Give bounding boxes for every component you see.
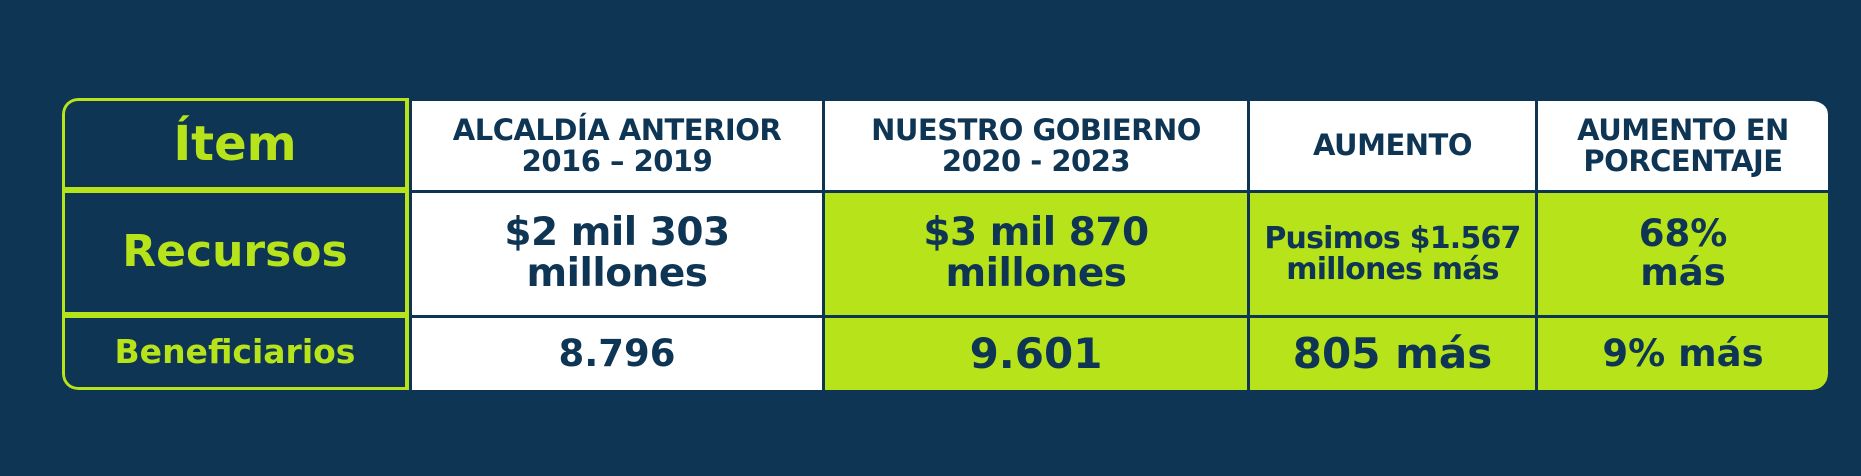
comparison-table: Ítem ALCALDÍA ANTERIOR 2016 – 2019 NUEST… [62,98,1828,390]
recursos-increase: Pusimos $1.567 millones más [1247,190,1535,315]
recursos-increase-line1: Pusimos $1.567 [1264,220,1521,256]
recursos-percent-line2: más [1640,251,1726,294]
row-label-recursos: Recursos [62,190,409,315]
recursos-current-line1: $3 mil 870 [923,210,1149,256]
header-increase-label: AUMENTO [1313,128,1472,163]
comparison-grid: Ítem ALCALDÍA ANTERIOR 2016 – 2019 NUEST… [62,98,1828,390]
header-previous: ALCALDÍA ANTERIOR 2016 – 2019 [409,98,822,190]
beneficiarios-current-value: 9.601 [969,328,1103,378]
beneficiarios-current: 9.601 [822,315,1247,390]
header-percent-line2: PORCENTAJE [1583,143,1783,178]
recursos-percent-line1: 68% [1638,212,1728,256]
recursos-increase-line2: millones más [1286,252,1499,287]
recursos-current: $3 mil 870 millones [822,190,1247,315]
recursos-percent: 68% más [1535,190,1828,315]
beneficiarios-percent-value: 9% más [1602,331,1764,375]
beneficiarios-previous-value: 8.796 [558,331,676,375]
header-previous-line1: ALCALDÍA ANTERIOR [452,113,782,148]
header-current: NUESTRO GOBIERNO 2020 - 2023 [822,98,1247,190]
header-item: Ítem [62,98,409,190]
row-label-beneficiarios: Beneficiarios [62,315,409,390]
beneficiarios-percent: 9% más [1535,315,1828,390]
header-current-line1: NUESTRO GOBIERNO [871,113,1201,148]
header-percent: AUMENTO EN PORCENTAJE [1535,98,1828,190]
header-previous-line2: 2016 – 2019 [521,143,713,178]
recursos-previous-line2: millones [526,251,708,296]
header-increase: AUMENTO [1247,98,1535,190]
recursos-previous-line1: $2 mil 303 [504,210,730,256]
recursos-current-line2: millones [945,251,1127,296]
beneficiarios-increase-value: 805 más [1292,328,1493,378]
header-percent-line1: AUMENTO EN [1577,113,1789,148]
header-item-label: Ítem [173,115,297,172]
beneficiarios-previous: 8.796 [409,315,822,390]
recursos-previous: $2 mil 303 millones [409,190,822,315]
row-label-text: Recursos [122,226,348,278]
beneficiarios-increase: 805 más [1247,315,1535,390]
header-current-line2: 2020 - 2023 [941,143,1131,178]
row-label-text: Beneficiarios [114,332,356,372]
